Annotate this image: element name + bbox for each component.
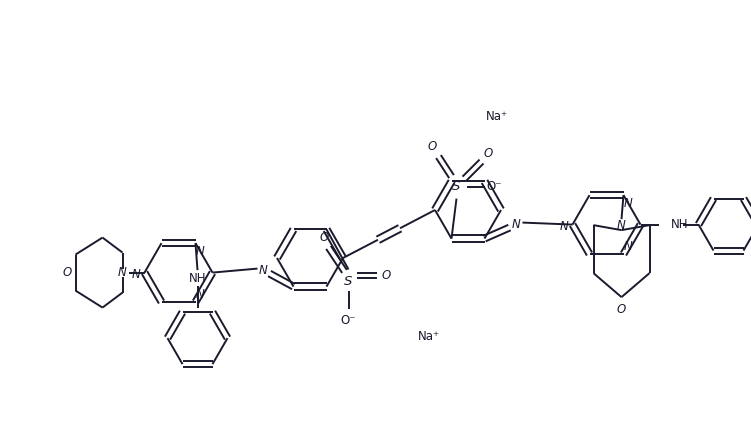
Text: N: N (624, 239, 633, 253)
Text: NH: NH (189, 272, 207, 284)
Text: S: S (344, 275, 353, 288)
Text: N: N (512, 218, 521, 231)
Text: N: N (560, 220, 569, 233)
Text: O⁻: O⁻ (341, 314, 356, 327)
Text: N: N (624, 196, 633, 210)
Text: S: S (452, 180, 460, 193)
Text: N: N (196, 245, 205, 258)
Text: N: N (259, 264, 268, 277)
Text: O: O (428, 140, 437, 153)
Text: O: O (617, 302, 626, 316)
Text: Na⁺: Na⁺ (418, 330, 439, 343)
Text: O: O (320, 231, 329, 244)
Text: NH: NH (671, 218, 688, 231)
Text: N: N (617, 219, 626, 232)
Text: O: O (484, 147, 493, 160)
Text: N: N (132, 268, 141, 281)
Text: O: O (382, 269, 391, 282)
Text: O⁻: O⁻ (487, 180, 502, 193)
Text: N: N (118, 266, 127, 279)
Text: O: O (63, 266, 72, 279)
Text: Na⁺: Na⁺ (485, 110, 508, 123)
Text: N: N (196, 287, 205, 301)
